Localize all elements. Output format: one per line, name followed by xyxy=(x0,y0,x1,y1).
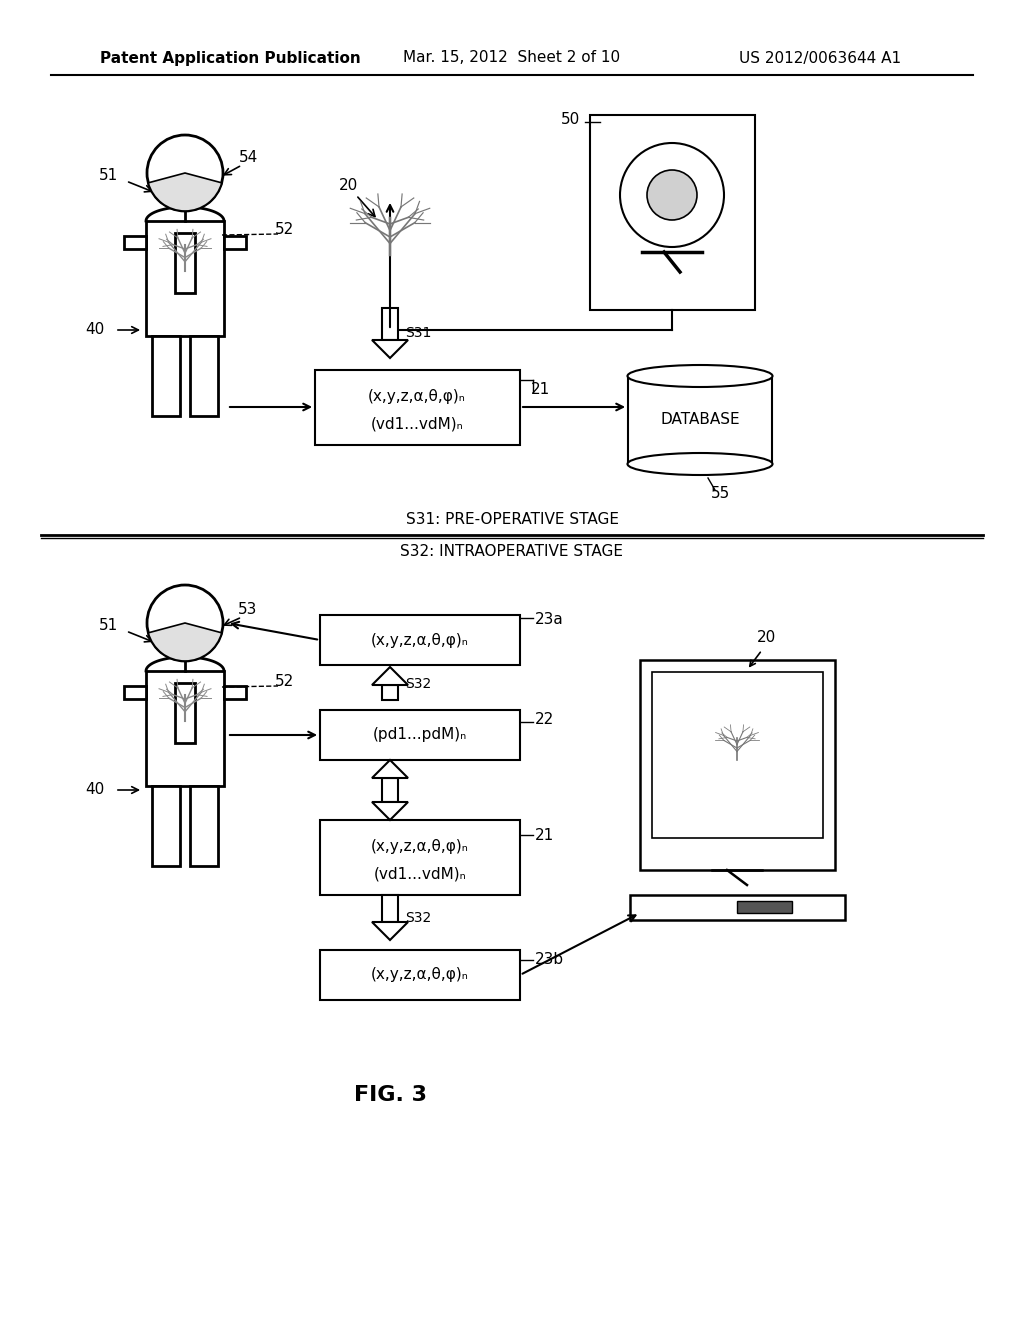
Text: (vd1...vdM)ₙ: (vd1...vdM)ₙ xyxy=(374,866,466,882)
Polygon shape xyxy=(372,341,408,358)
Text: 20: 20 xyxy=(758,631,776,645)
Ellipse shape xyxy=(628,366,772,387)
Text: S32: S32 xyxy=(406,676,431,690)
Text: FIG. 3: FIG. 3 xyxy=(353,1085,427,1105)
Text: S31: PRE-OPERATIVE STAGE: S31: PRE-OPERATIVE STAGE xyxy=(406,512,618,528)
Bar xyxy=(175,682,195,743)
Text: 50: 50 xyxy=(561,112,580,128)
Bar xyxy=(190,785,218,866)
Text: US 2012/0063644 A1: US 2012/0063644 A1 xyxy=(739,50,901,66)
Text: 40: 40 xyxy=(85,783,104,797)
Text: 21: 21 xyxy=(535,828,554,842)
Bar xyxy=(319,615,520,665)
Text: (vd1...vdM)ₙ: (vd1...vdM)ₙ xyxy=(371,417,464,432)
Bar xyxy=(190,337,218,416)
Wedge shape xyxy=(148,173,222,211)
Text: 55: 55 xyxy=(711,486,730,500)
Bar xyxy=(737,902,792,913)
Text: 20: 20 xyxy=(338,177,357,193)
Bar xyxy=(319,820,520,895)
Text: (x,y,z,α,θ,φ)ₙ: (x,y,z,α,θ,φ)ₙ xyxy=(371,632,469,648)
Text: 54: 54 xyxy=(239,150,258,165)
Text: (pd1...pdM)ₙ: (pd1...pdM)ₙ xyxy=(373,727,467,742)
Bar xyxy=(224,686,246,700)
Bar xyxy=(319,710,520,760)
Text: S32: INTRAOPERATIVE STAGE: S32: INTRAOPERATIVE STAGE xyxy=(400,544,624,560)
Text: 51: 51 xyxy=(98,618,118,632)
Text: (x,y,z,α,θ,φ)ₙ: (x,y,z,α,θ,φ)ₙ xyxy=(371,968,469,982)
Text: 40: 40 xyxy=(85,322,104,338)
Text: 21: 21 xyxy=(530,383,550,397)
Bar xyxy=(652,672,823,838)
Text: 22: 22 xyxy=(535,713,554,727)
Text: Mar. 15, 2012  Sheet 2 of 10: Mar. 15, 2012 Sheet 2 of 10 xyxy=(403,50,621,66)
Bar xyxy=(319,950,520,1001)
Text: Patent Application Publication: Patent Application Publication xyxy=(99,50,360,66)
Text: 23b: 23b xyxy=(535,953,564,968)
Text: S31: S31 xyxy=(406,326,431,341)
Bar xyxy=(224,236,246,249)
Polygon shape xyxy=(372,921,408,940)
Text: (x,y,z,α,θ,φ)ₙ: (x,y,z,α,θ,φ)ₙ xyxy=(371,838,469,854)
Text: DATABASE: DATABASE xyxy=(660,412,739,428)
Bar xyxy=(146,220,224,337)
Bar xyxy=(640,660,835,870)
Bar xyxy=(152,337,180,416)
Polygon shape xyxy=(372,803,408,820)
Bar xyxy=(590,115,755,310)
Wedge shape xyxy=(148,623,222,661)
Ellipse shape xyxy=(628,453,772,475)
Text: 52: 52 xyxy=(275,223,295,238)
Polygon shape xyxy=(372,760,408,777)
Bar xyxy=(630,895,845,920)
Bar xyxy=(175,234,195,293)
Text: 51: 51 xyxy=(98,168,118,182)
Polygon shape xyxy=(382,777,398,803)
Text: 53: 53 xyxy=(239,602,258,618)
Polygon shape xyxy=(382,895,398,921)
Bar xyxy=(146,671,224,785)
Bar xyxy=(152,785,180,866)
Text: (x,y,z,α,θ,φ)ₙ: (x,y,z,α,θ,φ)ₙ xyxy=(368,388,466,404)
Polygon shape xyxy=(372,667,408,685)
Text: 23a: 23a xyxy=(535,612,564,627)
Polygon shape xyxy=(382,685,398,700)
Text: 52: 52 xyxy=(275,675,295,689)
Bar xyxy=(124,686,146,700)
Bar xyxy=(315,370,520,445)
Text: S32: S32 xyxy=(406,911,431,924)
Polygon shape xyxy=(382,308,398,341)
Circle shape xyxy=(647,170,697,220)
Bar xyxy=(124,236,146,249)
